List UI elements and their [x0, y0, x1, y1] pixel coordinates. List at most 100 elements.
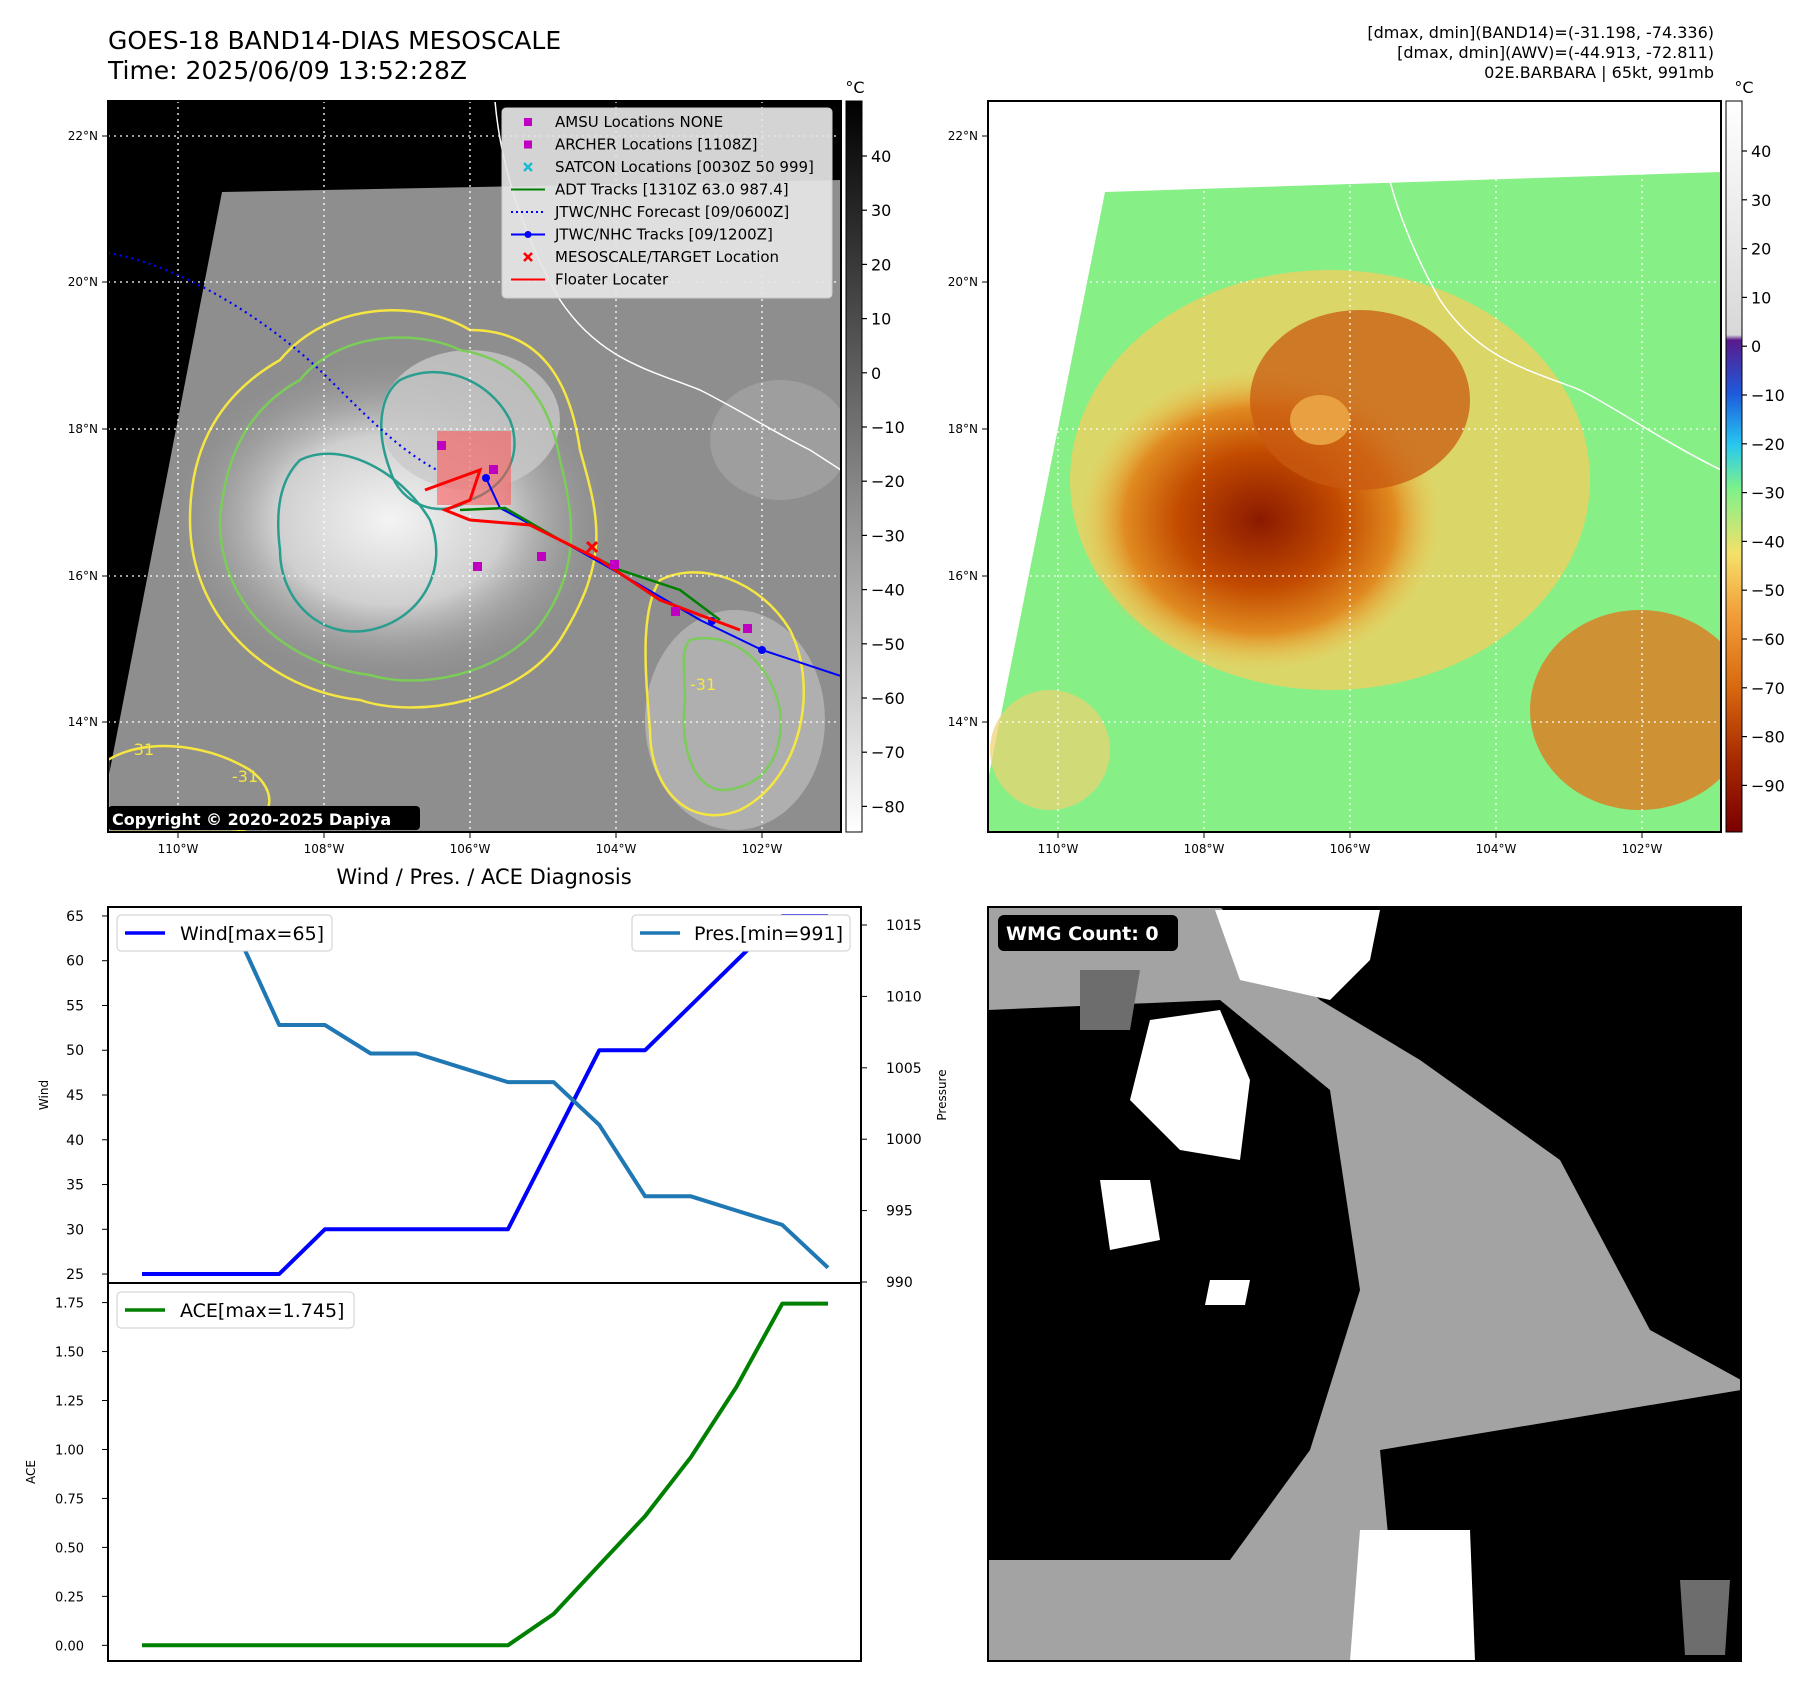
ace-ticklabel: 0.75 [55, 1492, 84, 1507]
lat-ticklabel: 16°N [948, 569, 978, 583]
cloud-mass-northeast [710, 380, 841, 500]
lon-ticklabel: 106°W [450, 842, 491, 856]
floater-track [424, 467, 741, 632]
copyright-bg [108, 806, 420, 830]
pressure-ticklabel: 1000 [886, 1132, 922, 1148]
wind-ticklabel: 45 [66, 1088, 84, 1104]
cloud-southwest [990, 690, 1110, 810]
contour-label: -31 [232, 767, 258, 786]
legend-item-label: JTWC/NHC Tracks [09/1200Z] [554, 226, 773, 244]
info-line-2: [dmax, dmin](AWV)=(-44.913, -72.811) [1397, 43, 1714, 62]
legend-item-label: AMSU Locations NONE [555, 113, 723, 131]
wind-legend: Wind[max=65] [116, 914, 333, 952]
lon-ticklabel: 104°W [596, 842, 637, 856]
wind-series-line [142, 914, 828, 1276]
lon-ticklabel: 110°W [158, 842, 199, 856]
lat-ticklabel: 20°N [68, 275, 98, 289]
ace-series-line [142, 1301, 828, 1648]
wmg-label-bg [998, 915, 1178, 951]
archer-marker [743, 624, 752, 633]
wmg-white-small [1100, 1180, 1160, 1250]
lat-ticklabel: 14°N [948, 715, 978, 729]
wmg-panel: WMG Count: 0 [988, 907, 1741, 1661]
gray-colorbar-ticklabel: 40 [871, 147, 891, 166]
color-colorbar-unit: °C [1734, 78, 1753, 97]
pressure-legend-box [631, 914, 851, 952]
color-colorbar: °C 40 30 20 10 0 −10 −20 −30 −40 −50 −60 −70 −80 −90 [1725, 78, 1785, 833]
color-colorbar-ticklabel: 0 [1751, 337, 1761, 356]
contour-label: -31 [128, 740, 154, 759]
pressure-ticklabel: 1010 [886, 989, 922, 1005]
map-legend: AMSU Locations NONE ARCHER Locations [110… [501, 107, 833, 299]
wind-legend-box [116, 914, 333, 952]
ace-ticklabel: 1.75 [55, 1297, 84, 1312]
archer-marker [537, 552, 546, 561]
color-colorbar-ticklabel: −40 [1751, 532, 1785, 551]
pressure-ticklabel: 1005 [886, 1061, 922, 1077]
lon-ticklabel: 104°W [1476, 842, 1517, 856]
color-colorbar-ticklabel: −30 [1751, 484, 1785, 503]
archer-marker [671, 607, 680, 616]
color-colorbar-ticklabel: 20 [1751, 240, 1771, 259]
storm-info: [dmax, dmin](BAND14)=(-31.198, -74.336) … [1014, 23, 1714, 83]
info-line-3: 02E.BARBARA | 65kt, 991mb [1484, 63, 1714, 82]
contour-yellow-southeast [644, 571, 806, 817]
gray-colorbar-bar [845, 100, 863, 833]
legend-marker-dot [524, 231, 532, 238]
legend-marker-square [524, 140, 532, 149]
pressure-legend: Pres.[min=991] [631, 914, 851, 952]
target-box [437, 431, 511, 505]
legend-item-label: JTWC/NHC Forecast [09/0600Z] [554, 203, 789, 221]
map2-gridlines [988, 101, 1721, 832]
wind-ticklabel: 35 [66, 1178, 84, 1194]
wmg-white-middle [1130, 1010, 1250, 1160]
legend-marker-square [524, 118, 532, 126]
color-colorbar-bar [1725, 100, 1743, 833]
gray-colorbar-ticklabel: 0 [871, 364, 881, 383]
gray-colorbar-ticklabel: −70 [871, 743, 905, 762]
legend-item-label: ADT Tracks [1310Z 63.0 987.4] [555, 181, 789, 199]
color-colorbar-ticklabel: −60 [1751, 630, 1785, 649]
wind-ticklabel: 60 [66, 954, 84, 970]
lon-ticklabel: 102°W [742, 842, 783, 856]
contour-green-southeast [682, 636, 782, 792]
lat-ticklabel: 18°N [68, 422, 98, 436]
gray-colorbar-ticklabel: −20 [871, 472, 905, 491]
contour-teal-core [276, 452, 438, 633]
lat-ticklabel: 18°N [948, 422, 978, 436]
color-colorbar-ticklabel: −70 [1751, 679, 1785, 698]
legend-box [501, 107, 833, 299]
archer-marker [610, 560, 619, 569]
color-map-frame [987, 100, 1722, 833]
ace-ticklabel: 0.00 [55, 1639, 84, 1654]
info-line-1: [dmax, dmin](BAND14)=(-31.198, -74.336) [1367, 23, 1714, 42]
lon-ticklabel: 102°W [1622, 842, 1663, 856]
gray-colorbar-ticklabel: −80 [871, 797, 905, 816]
ace-legend-label: ACE[max=1.745] [180, 1300, 344, 1322]
pressure-series-line [142, 923, 830, 1270]
color-colorbar-ticklabel: −90 [1751, 776, 1785, 795]
ace-axes [107, 1282, 862, 1662]
archer-marker [473, 562, 482, 571]
pressure-ticklabel: 995 [886, 1204, 913, 1220]
gray-colorbar-ticklabel: 10 [871, 310, 891, 329]
color-colorbar-ticklabel: 30 [1751, 191, 1771, 210]
color-colorbar-ticklabel: −10 [1751, 386, 1785, 405]
diagnosis-title: Wind / Pres. / ACE Diagnosis [336, 865, 631, 889]
wind-ticklabel: 50 [66, 1043, 84, 1059]
legend-item-label: ARCHER Locations [1108Z] [555, 136, 758, 154]
lat-ticklabel: 22°N [68, 129, 98, 143]
color-colorbar-ticklabel: −50 [1751, 581, 1785, 600]
ace-legend: ACE[max=1.745] [116, 1291, 355, 1329]
storm-spiral [1250, 310, 1470, 490]
gray-colorbar-ticklabel: −30 [871, 526, 905, 545]
color-colorbar-ticklabel: −80 [1751, 728, 1785, 747]
lat-ticklabel: 16°N [68, 569, 98, 583]
lon-ticklabel: 108°W [1184, 842, 1225, 856]
contour-label: -31 [690, 675, 716, 694]
legend-marker-x [523, 162, 533, 172]
lon-ticklabel: 110°W [1038, 842, 1079, 856]
ace-ticklabel: 1.25 [55, 1395, 84, 1410]
wind-pressure-axes [107, 906, 862, 1284]
